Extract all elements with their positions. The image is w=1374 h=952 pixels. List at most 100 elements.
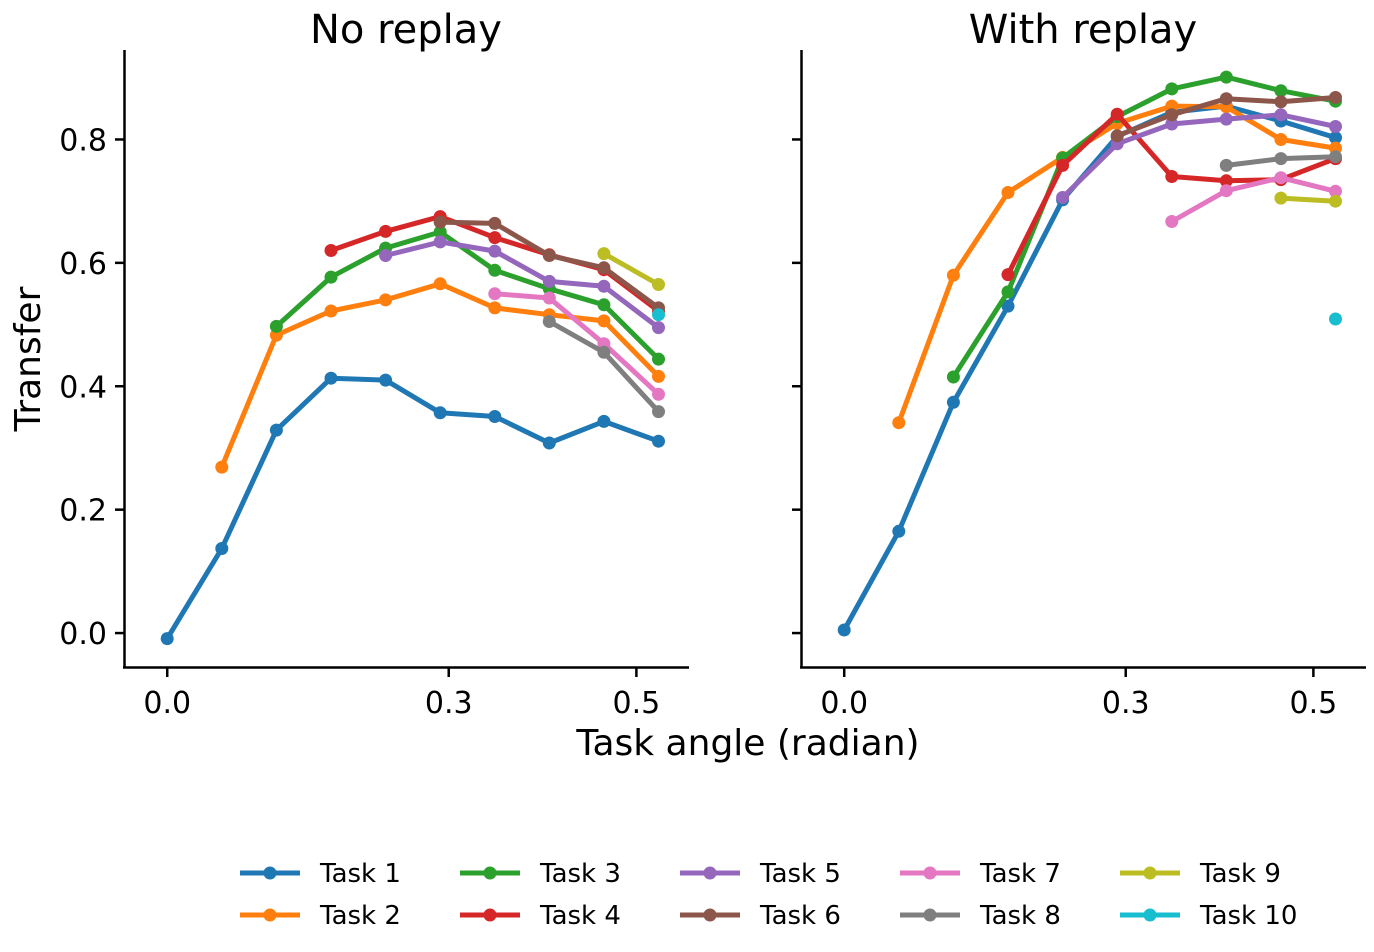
- legend-label: Task 9: [1199, 859, 1281, 889]
- data-point: [652, 278, 665, 291]
- x-tick-label: 0.5: [1290, 686, 1338, 721]
- series-line: [492, 291, 661, 397]
- data-point: [652, 321, 665, 335]
- legend-label: Task 3: [539, 859, 621, 889]
- data-point: [488, 244, 502, 258]
- legend-swatch-marker: [483, 866, 497, 880]
- series-task-9: [1274, 191, 1342, 208]
- panel-title: With replay: [969, 7, 1197, 53]
- legend-swatch-marker: [703, 908, 717, 922]
- y-tick-label: 0.8: [59, 123, 107, 158]
- data-point: [379, 373, 393, 387]
- data-point: [1165, 215, 1179, 228]
- x-tick-label: 0.0: [820, 686, 868, 721]
- data-point: [488, 216, 502, 230]
- data-point: [379, 293, 393, 307]
- data-point: [1274, 95, 1288, 109]
- series-task-10: [652, 308, 665, 322]
- data-point: [433, 225, 447, 239]
- legend-swatch-marker: [923, 866, 937, 880]
- legend-label: Task 1: [319, 859, 401, 889]
- legend-entry: Task 3: [460, 859, 621, 889]
- legend-label: Task 2: [319, 901, 401, 931]
- data-point: [652, 387, 665, 401]
- data-point: [597, 345, 611, 359]
- data-point: [597, 414, 611, 428]
- series-task-10: [1329, 312, 1342, 326]
- data-point: [215, 460, 229, 474]
- data-point: [433, 277, 447, 291]
- data-point: [215, 542, 229, 555]
- series-task-6: [1110, 91, 1342, 143]
- series-line: [383, 239, 661, 331]
- data-point: [488, 231, 502, 245]
- data-point: [946, 268, 960, 282]
- data-point: [1329, 184, 1342, 198]
- series-line: [273, 229, 661, 362]
- data-point: [1274, 133, 1288, 146]
- data-point: [1219, 184, 1233, 198]
- data-point: [1165, 108, 1179, 122]
- x-tick-label: 0.3: [1102, 686, 1150, 721]
- data-point: [379, 249, 393, 262]
- data-point: [1219, 112, 1233, 126]
- data-point: [488, 410, 502, 423]
- plot-area: [837, 70, 1342, 637]
- data-point: [652, 352, 665, 366]
- data-point: [1329, 131, 1342, 145]
- data-point: [652, 308, 665, 322]
- legend-entry: Task 1: [240, 859, 401, 889]
- series-task-7: [1165, 171, 1342, 228]
- legend-label: Task 7: [979, 859, 1061, 889]
- data-point: [1219, 92, 1233, 106]
- data-point: [1274, 108, 1288, 122]
- data-point: [1001, 285, 1015, 299]
- data-point: [542, 291, 556, 305]
- data-point: [1001, 268, 1015, 282]
- series-task-9: [597, 247, 665, 291]
- data-point: [433, 235, 447, 249]
- plot-area: [160, 210, 665, 646]
- data-point: [1110, 107, 1124, 121]
- data-point: [946, 370, 960, 384]
- panel-with-replay: With replay 0.0 0.3 0.5: [792, 7, 1366, 721]
- legend-label: Task 5: [759, 859, 841, 889]
- legend-entry: Task 5: [680, 859, 841, 889]
- legend-entry: Task 6: [680, 901, 841, 931]
- legend-label: Task 6: [759, 901, 841, 931]
- series-line: [1060, 112, 1338, 200]
- series-line: [896, 103, 1338, 426]
- data-point: [1165, 117, 1179, 131]
- legend-entry: Task 8: [900, 901, 1061, 931]
- data-point: [324, 371, 338, 385]
- legend-swatch-marker: [1143, 908, 1157, 922]
- series-line: [1278, 195, 1338, 204]
- legend-swatch-marker: [923, 908, 937, 922]
- data-point: [1001, 299, 1015, 313]
- data-point: [1329, 120, 1342, 133]
- data-point: [542, 249, 556, 262]
- y-tick-label: 0.4: [59, 370, 107, 405]
- data-point: [1329, 194, 1342, 208]
- series-line: [950, 74, 1338, 380]
- series-task-7: [488, 287, 665, 401]
- data-point: [1165, 82, 1179, 96]
- series-task-6: [433, 215, 665, 315]
- data-point: [542, 436, 556, 450]
- data-point: [1001, 186, 1015, 199]
- x-tick-label: 0.3: [425, 686, 473, 721]
- y-ticks: 0.0 0.2 0.4 0.6 0.8: [59, 123, 125, 652]
- data-point: [1056, 191, 1070, 204]
- data-point: [488, 287, 502, 301]
- data-point: [1329, 91, 1342, 104]
- data-point: [892, 524, 906, 538]
- legend-entry: Task 7: [900, 859, 1061, 889]
- legend-swatch-marker: [1143, 866, 1157, 880]
- data-point: [652, 369, 665, 383]
- x-ticks: 0.0 0.3 0.5: [143, 667, 660, 721]
- y-tick-label: 0.2: [59, 494, 107, 529]
- data-point: [160, 632, 174, 646]
- data-point: [269, 319, 283, 333]
- legend: Task 1 Task 2 Task 3 Task 4 Task 5 Task 6 Task…: [240, 859, 1297, 931]
